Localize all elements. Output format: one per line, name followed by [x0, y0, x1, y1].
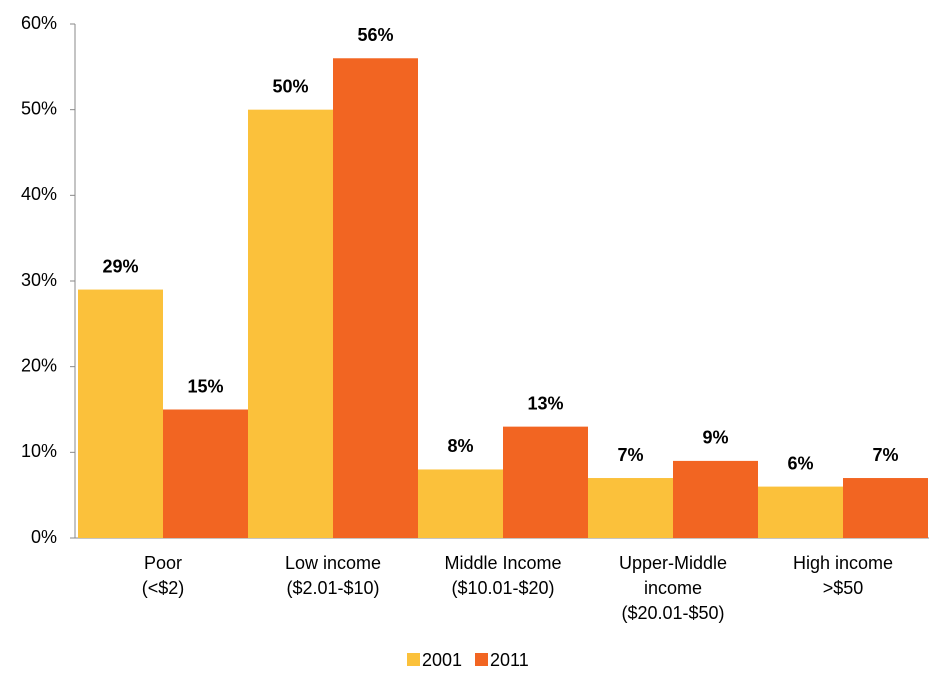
legend-swatch — [407, 653, 420, 666]
legend-label: 2011 — [490, 650, 529, 670]
value-label: 13% — [527, 393, 563, 413]
x-tick-label: Middle Income — [444, 553, 561, 573]
value-label: 29% — [102, 256, 138, 276]
value-label: 6% — [787, 453, 813, 473]
bar — [503, 426, 588, 538]
bar — [843, 478, 928, 538]
bar — [78, 289, 163, 538]
y-tick-label: 50% — [21, 98, 57, 118]
y-tick-label: 20% — [21, 355, 57, 375]
value-label: 7% — [872, 445, 898, 465]
legend-label: 2001 — [422, 650, 462, 670]
bar — [758, 486, 843, 538]
legend-swatch — [475, 653, 488, 666]
value-label: 7% — [617, 445, 643, 465]
x-tick-label: ($10.01-$20) — [451, 578, 554, 598]
value-label: 15% — [187, 376, 223, 396]
bar — [418, 469, 503, 538]
x-tick-label: Poor — [144, 553, 182, 573]
value-label: 50% — [272, 76, 308, 96]
bar — [163, 409, 248, 538]
x-tick-label: ($20.01-$50) — [621, 603, 724, 623]
x-tick-label: (<$2) — [142, 578, 185, 598]
bar — [333, 58, 418, 539]
bar — [248, 109, 333, 539]
y-tick-label: 30% — [21, 270, 57, 290]
x-tick-label: High income — [793, 553, 893, 573]
y-tick-label: 60% — [21, 13, 57, 33]
value-label: 56% — [357, 25, 393, 45]
y-tick-label: 0% — [31, 527, 57, 547]
y-tick-label: 40% — [21, 184, 57, 204]
x-tick-label: >$50 — [823, 578, 864, 598]
value-label: 8% — [447, 436, 473, 456]
x-tick-label: ($2.01-$10) — [286, 578, 379, 598]
x-tick-label: Upper-Middle — [619, 553, 727, 573]
value-label: 9% — [702, 428, 728, 448]
x-tick-label: Low income — [285, 553, 381, 573]
bar — [673, 460, 758, 538]
x-tick-label: income — [644, 578, 702, 598]
bar — [588, 478, 673, 538]
y-tick-label: 10% — [21, 441, 57, 461]
